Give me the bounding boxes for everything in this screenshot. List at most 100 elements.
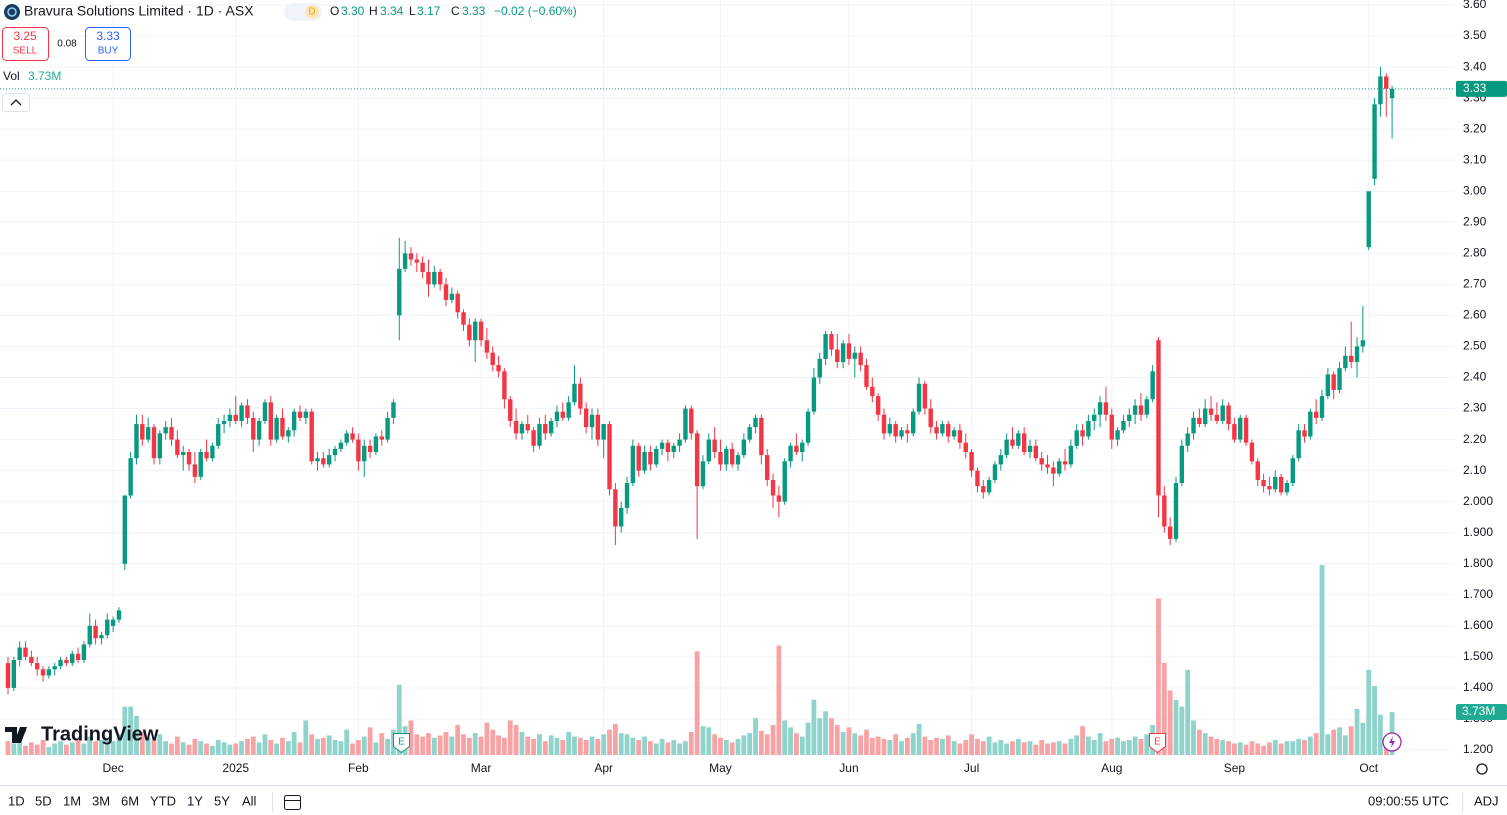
volume-bar [192, 738, 198, 755]
candle-body [478, 321, 484, 341]
volume-bar [1331, 729, 1337, 755]
volume-bar [210, 745, 215, 755]
buy-button[interactable] [85, 27, 131, 61]
volume-bar [659, 738, 665, 755]
adjust-toggle[interactable]: ADJ [1474, 793, 1499, 808]
y-tick-label: 2.50 [1463, 339, 1487, 353]
volume-bar [291, 731, 297, 755]
candle-body [607, 424, 612, 490]
volume-bar [1015, 738, 1021, 755]
candle-body [543, 424, 548, 434]
volume-bar [799, 736, 805, 755]
x-tick-label: Sep [1224, 761, 1246, 775]
candle-body [1121, 420, 1126, 431]
candle-body [1360, 340, 1366, 347]
volume-bar [747, 733, 753, 755]
symbol-title[interactable]: Bravura Solutions Limited · 1D · ASX [24, 3, 254, 19]
volume-bar [1074, 735, 1080, 755]
candle-body [280, 417, 285, 437]
volume-bar [455, 725, 461, 755]
volume-bar [624, 734, 630, 755]
candle-body [350, 433, 355, 440]
candle-body [595, 414, 601, 440]
volume-bar [163, 741, 169, 755]
buy-label[interactable]: BUY [98, 46, 119, 57]
earnings-marker[interactable] [1149, 733, 1166, 754]
candle-body [1016, 433, 1021, 446]
price-pane [5, 67, 1395, 695]
grid [0, 0, 1455, 757]
x-tick-label: Oct [1359, 761, 1378, 775]
volume-bar [618, 733, 624, 755]
volume-bar [81, 743, 87, 755]
timeframe-button[interactable]: 1D [8, 793, 25, 808]
candle-body [519, 424, 525, 434]
volume-bar [531, 738, 536, 755]
candle-body [432, 271, 437, 285]
volume-bar [671, 740, 677, 755]
candle-body [227, 414, 233, 421]
x-tick-label: Jun [839, 761, 858, 775]
candle-body [513, 420, 519, 434]
candle-body [496, 365, 501, 372]
volume-bar [1185, 669, 1191, 755]
timeframe-button[interactable]: 3M [92, 793, 110, 808]
y-tick-label: 1.900 [1463, 525, 1493, 539]
candle-body [1214, 414, 1220, 421]
candle-body [327, 455, 332, 465]
settings-icon[interactable] [1476, 763, 1488, 775]
ohlc-value: 3.34 [380, 4, 404, 18]
candle-body [11, 659, 17, 688]
volume-bar [864, 729, 869, 755]
volume-bar [648, 741, 653, 755]
candle-body [840, 343, 846, 362]
volume-bar [729, 742, 735, 755]
volume-bar [1325, 734, 1331, 755]
timeframe-button[interactable]: 1M [63, 793, 81, 808]
timeframe-button[interactable]: YTD [150, 793, 176, 808]
sell-button[interactable] [2, 27, 49, 61]
calendar-icon[interactable] [284, 795, 301, 810]
volume-bar [87, 736, 93, 755]
y-tick-label: 3.00 [1463, 183, 1487, 197]
volume-bar [309, 734, 315, 755]
volume-bar [1039, 740, 1045, 755]
candle-body [782, 461, 787, 502]
volume-bar [315, 738, 320, 755]
volume-bar [869, 737, 875, 755]
timeframe-button[interactable]: 6M [121, 793, 139, 808]
volume-bar [139, 731, 145, 755]
logo-icon-dot [20, 727, 26, 733]
volume-bar [706, 727, 712, 755]
volume-bar [1080, 726, 1085, 755]
candle-body [1261, 479, 1266, 487]
candle-body [1039, 458, 1044, 465]
timeframe-button[interactable]: All [242, 793, 257, 808]
sell-price[interactable]: 3.25 [13, 29, 37, 43]
status-badge[interactable]: D [308, 7, 315, 18]
buy-price[interactable]: 3.33 [96, 29, 120, 43]
volume-bar [303, 720, 309, 755]
volume-bar [414, 734, 420, 755]
candle-body [414, 259, 419, 263]
volume-bar [373, 742, 379, 755]
clock[interactable]: 09:00:55 UTC [1368, 793, 1449, 808]
volume-bar [805, 722, 811, 755]
collapse-button[interactable] [2, 93, 30, 112]
earnings-label[interactable]: E [1154, 737, 1161, 748]
candle-body [490, 352, 495, 366]
earnings-marker[interactable] [393, 733, 410, 754]
volume-bar [280, 737, 285, 755]
sell-label[interactable]: SELL [13, 46, 38, 57]
candle-body [1378, 76, 1383, 105]
timeframe-button[interactable]: 1Y [187, 793, 203, 808]
candle-body [823, 334, 828, 359]
earnings-label[interactable]: E [398, 737, 405, 748]
candle-body [1337, 368, 1342, 390]
candle-body [163, 427, 168, 434]
last-volume-box [1456, 704, 1507, 721]
timeframe-button[interactable]: 5Y [214, 793, 230, 808]
timeframe-button[interactable]: 5D [35, 793, 52, 808]
candle-body [1208, 408, 1214, 415]
volume-bar [823, 711, 828, 755]
